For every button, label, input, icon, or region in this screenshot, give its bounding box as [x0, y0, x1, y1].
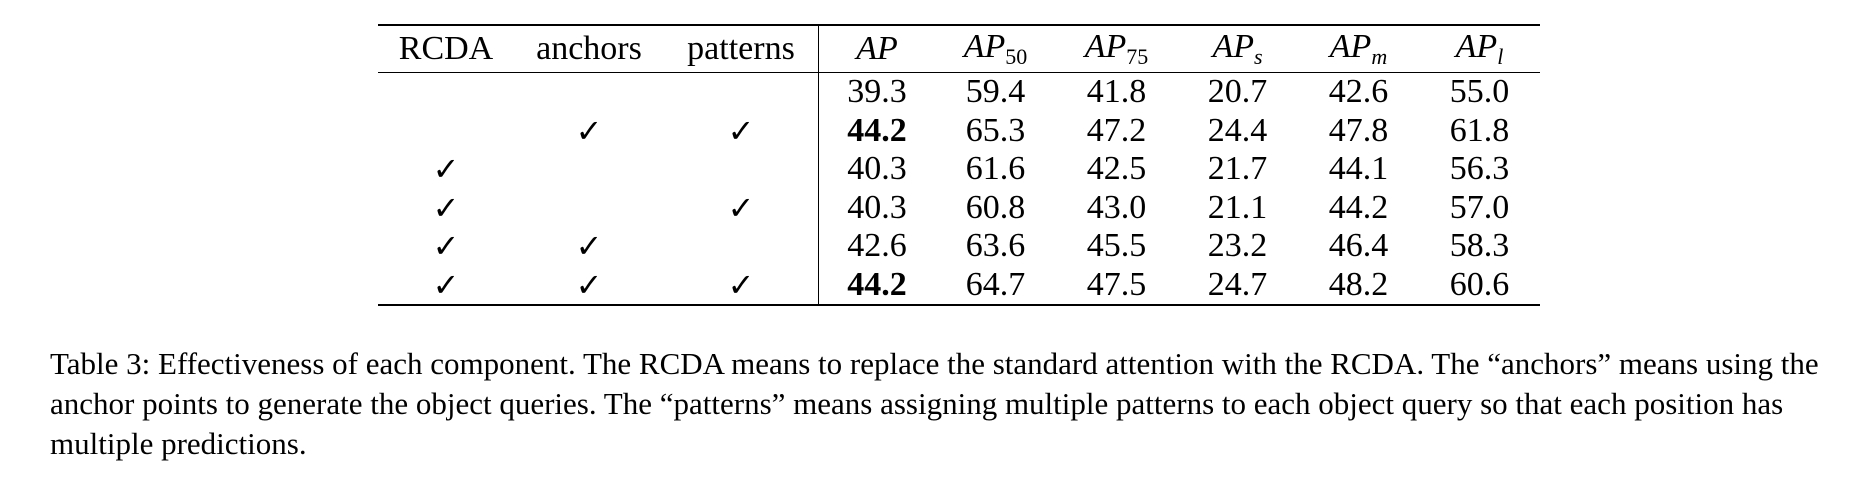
cell-aps: 23.2	[1207, 227, 1268, 265]
header-ap75: AP75	[1084, 28, 1149, 69]
header-patterns: patterns	[687, 30, 795, 67]
cell-apm: 42.6	[1328, 73, 1389, 111]
cell-ap50: 63.6	[965, 227, 1026, 265]
cell-patterns	[664, 73, 819, 112]
cell-ap75: 42.5	[1086, 150, 1147, 188]
cell-anchors	[514, 189, 664, 228]
cell-patterns: ✓	[727, 188, 755, 227]
cell-aps: 21.7	[1207, 150, 1268, 188]
cell-ap50: 61.6	[965, 150, 1026, 188]
cell-apl: 60.6	[1449, 265, 1510, 303]
cell-anchors	[514, 150, 664, 189]
cell-rcda: ✓	[432, 227, 460, 266]
cell-rcda: ✓	[432, 150, 460, 189]
cell-ap: 39.3	[818, 72, 935, 112]
cell-anchors: ✓	[575, 265, 603, 304]
cell-rcda	[378, 112, 514, 151]
table-row: 39.3 59.4 41.8 20.7 42.6 55.0	[378, 72, 1540, 112]
cell-anchors: ✓	[575, 227, 603, 266]
table-caption: Table 3: Effectiveness of each component…	[50, 346, 1819, 461]
cell-apm: 48.2	[1328, 265, 1389, 303]
cell-ap75: 45.5	[1086, 227, 1147, 265]
cell-ap: 40.3	[818, 150, 935, 189]
cell-ap75: 41.8	[1086, 73, 1147, 111]
cell-rcda: ✓	[432, 188, 460, 227]
cell-apl: 55.0	[1449, 73, 1510, 111]
header-ap: AP	[818, 25, 935, 73]
table-row: ✓ 40.3 61.6 42.5 21.7 44.1 56.3	[378, 150, 1540, 189]
cell-aps: 24.4	[1207, 111, 1268, 149]
table-row: ✓ ✓ 42.6 63.6 45.5 23.2 46.4 58.3	[378, 227, 1540, 266]
cell-apl: 56.3	[1449, 150, 1510, 188]
cell-anchors	[514, 73, 664, 112]
table-row: ✓ ✓ 40.3 60.8 43.0 21.1 44.2 57.0	[378, 188, 1540, 228]
results-table-container: RCDA anchors patterns AP AP50 AP75 APs A…	[378, 24, 1540, 306]
cell-apm: 47.8	[1328, 111, 1389, 149]
cell-apl: 61.8	[1449, 111, 1510, 149]
cell-aps: 21.1	[1207, 188, 1268, 226]
component-ablation-table: RCDA anchors patterns AP AP50 AP75 APs A…	[378, 24, 1540, 306]
table-row: ✓ ✓ 44.2 65.3 47.2 24.4 47.8 61.8	[378, 111, 1540, 151]
cell-patterns	[664, 150, 819, 189]
cell-patterns: ✓	[727, 111, 755, 150]
header-rcda: RCDA	[398, 30, 494, 67]
cell-apm: 46.4	[1328, 227, 1389, 265]
cell-ap50: 60.8	[965, 188, 1026, 226]
cell-ap50: 65.3	[965, 111, 1026, 149]
cell-patterns	[664, 227, 819, 266]
cell-apm: 44.1	[1328, 150, 1389, 188]
cell-aps: 24.7	[1207, 265, 1268, 303]
cell-patterns: ✓	[727, 265, 755, 304]
header-aps: APs	[1212, 28, 1263, 69]
cell-ap: 40.3	[818, 188, 935, 227]
cell-ap50: 64.7	[965, 265, 1026, 303]
cell-ap: 44.2	[818, 111, 935, 150]
cell-anchors: ✓	[575, 111, 603, 150]
table-row: ✓ ✓ ✓ 44.2 64.7 47.5 24.7 48.2 60.6	[378, 265, 1540, 305]
cell-rcda	[378, 73, 514, 112]
cell-apl: 57.0	[1449, 188, 1510, 226]
cell-rcda: ✓	[432, 265, 460, 304]
cell-apl: 58.3	[1449, 227, 1510, 265]
cell-apm: 44.2	[1328, 188, 1389, 226]
cell-ap75: 47.2	[1086, 111, 1147, 149]
cell-ap: 44.2	[818, 265, 935, 305]
header-ap50: AP50	[963, 28, 1028, 69]
header-apm: APm	[1329, 28, 1388, 69]
header-apl: APl	[1455, 28, 1504, 69]
cell-ap75: 47.5	[1086, 265, 1147, 303]
cell-ap75: 43.0	[1086, 188, 1147, 226]
table-header-row: RCDA anchors patterns AP AP50 AP75 APs A…	[378, 25, 1540, 73]
header-anchors: anchors	[536, 30, 642, 67]
cell-ap: 42.6	[818, 227, 935, 266]
cell-aps: 20.7	[1207, 73, 1268, 111]
cell-ap50: 59.4	[965, 73, 1026, 111]
